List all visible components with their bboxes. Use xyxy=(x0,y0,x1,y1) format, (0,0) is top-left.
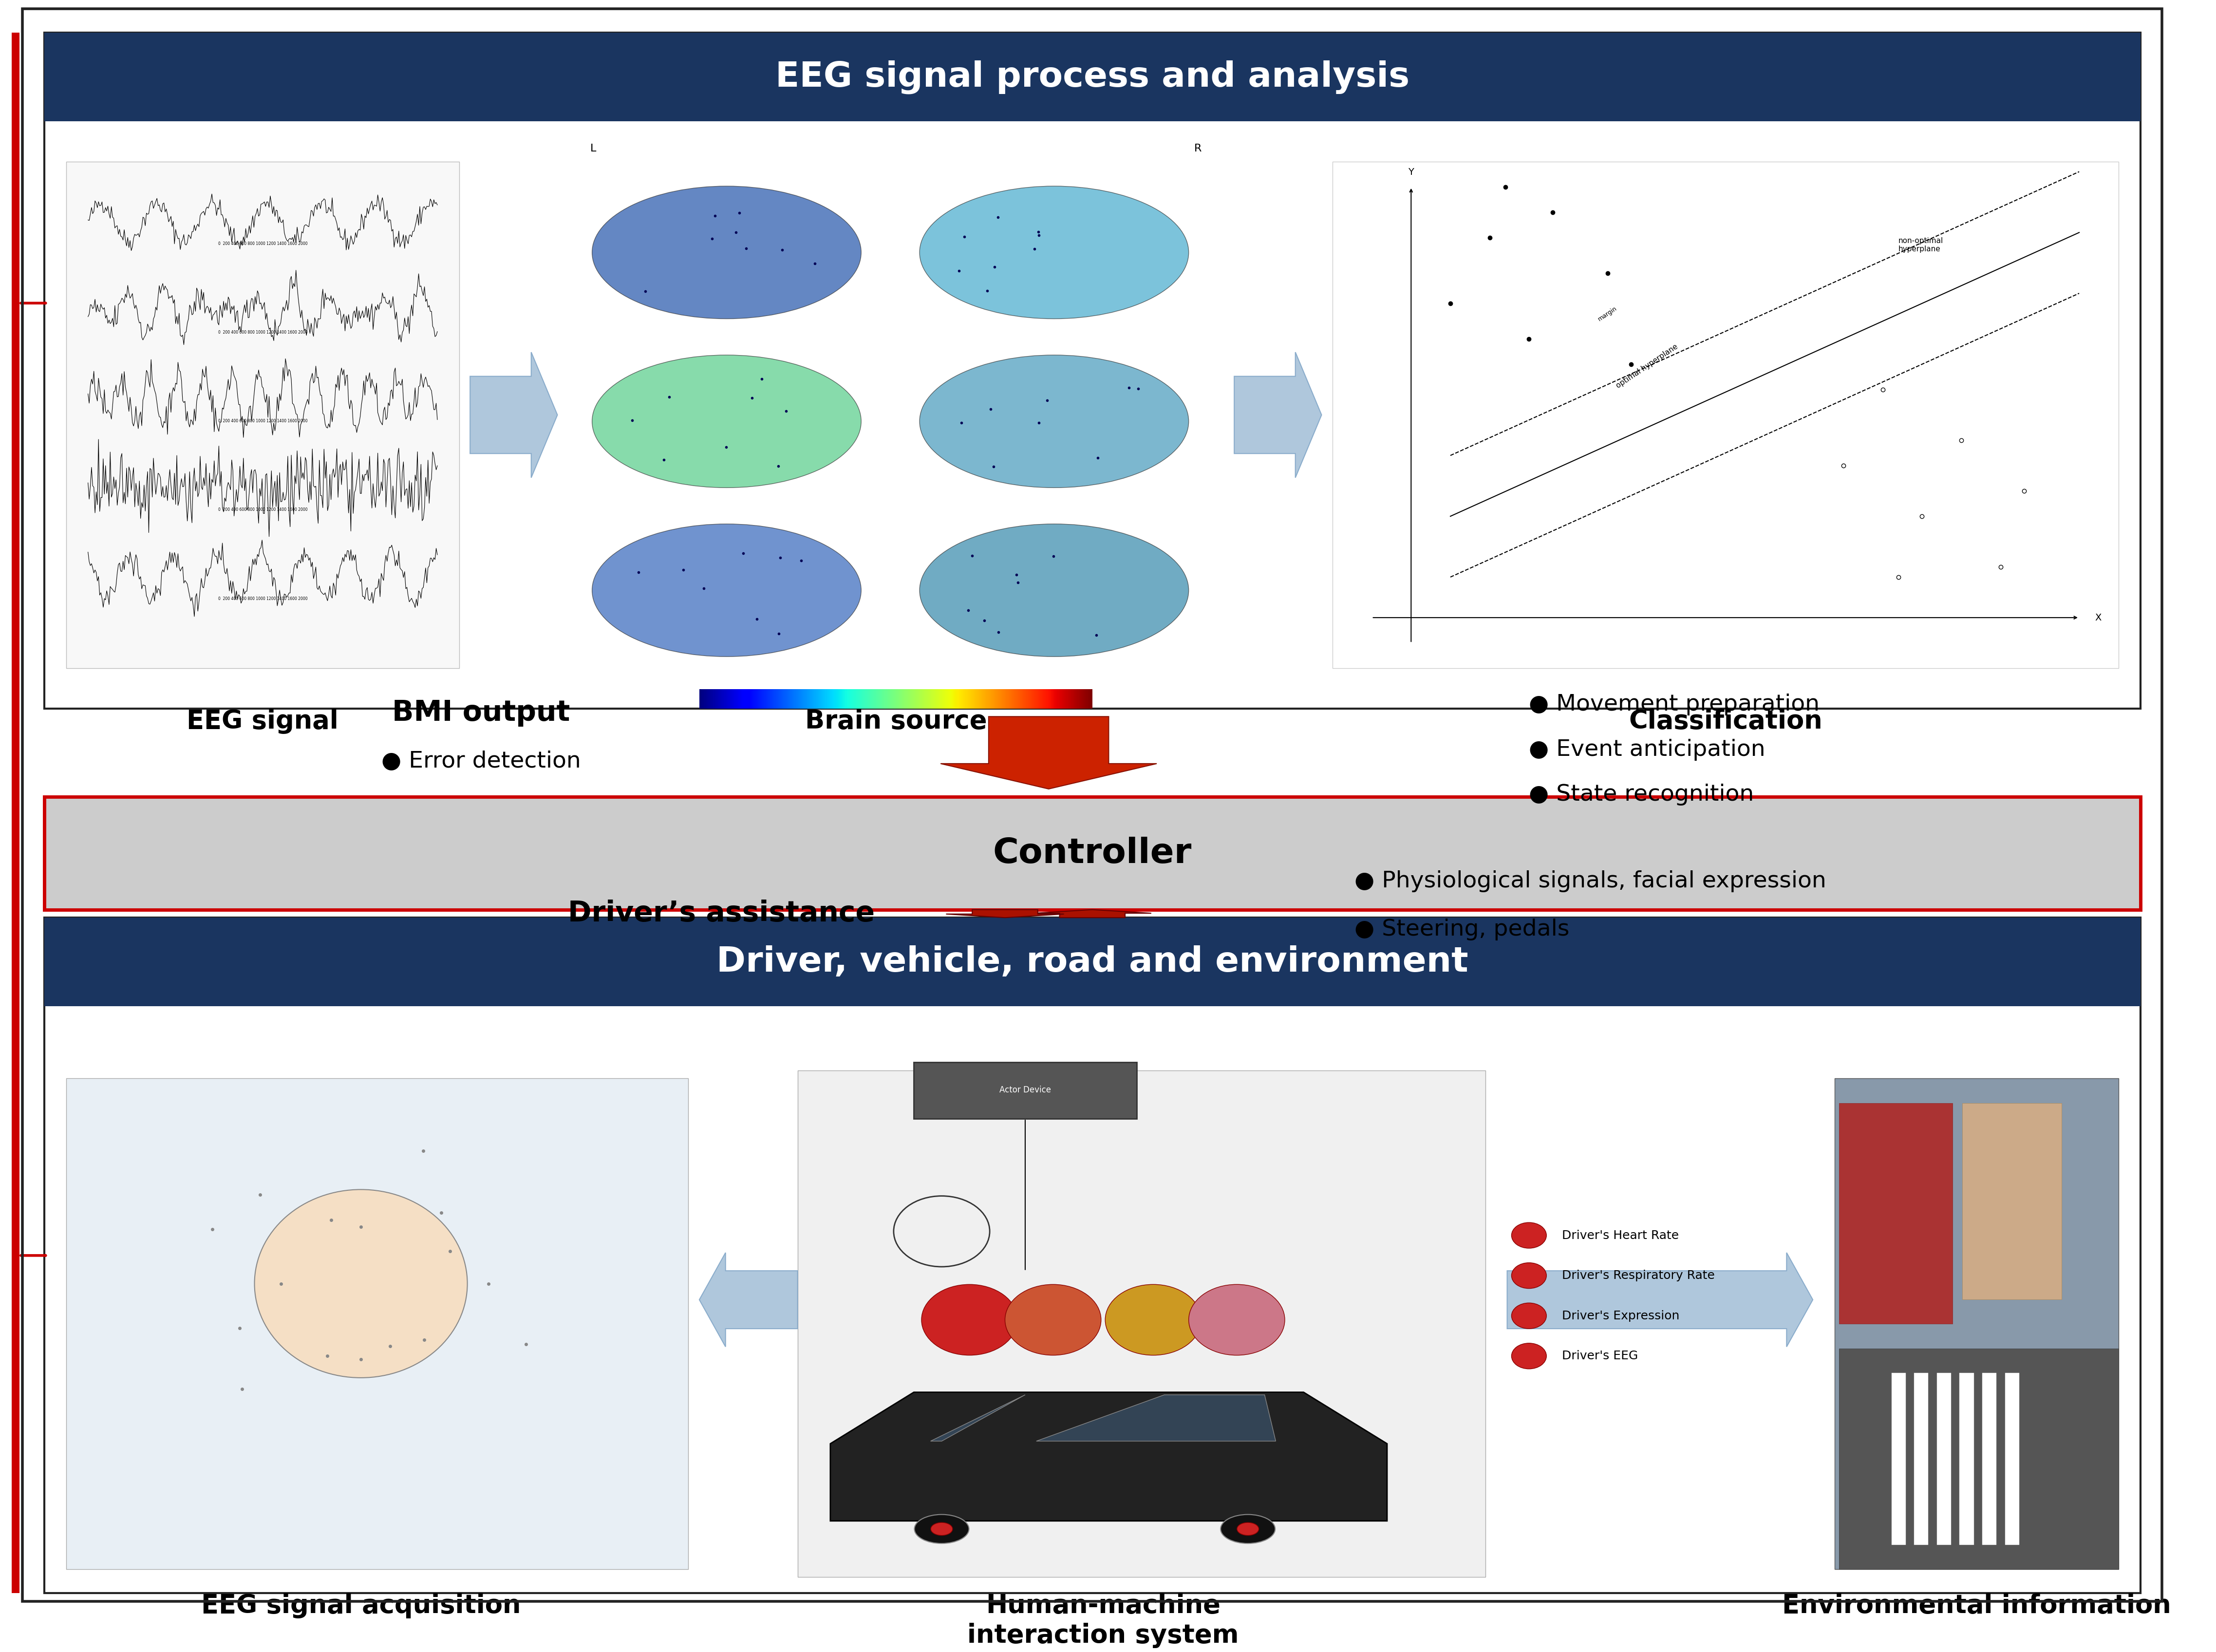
Polygon shape xyxy=(831,1393,1387,1521)
Bar xyxy=(1963,1104,2061,1300)
Bar xyxy=(1983,1373,1997,1545)
Text: Driver's Respiratory Rate: Driver's Respiratory Rate xyxy=(1562,1270,1715,1282)
Polygon shape xyxy=(946,910,1064,917)
Text: Driver's EEG: Driver's EEG xyxy=(1562,1350,1638,1361)
Ellipse shape xyxy=(592,355,862,487)
Circle shape xyxy=(922,1285,1017,1355)
Bar xyxy=(1839,1104,1952,1323)
Bar xyxy=(2005,1373,2019,1545)
Circle shape xyxy=(1511,1303,1547,1328)
Ellipse shape xyxy=(255,1189,468,1378)
Text: ● State recognition: ● State recognition xyxy=(1529,783,1755,806)
Text: L: L xyxy=(589,144,596,154)
Text: non-optimal
hyperplane: non-optimal hyperplane xyxy=(1899,236,1943,253)
Text: Driver's Heart Rate: Driver's Heart Rate xyxy=(1562,1229,1680,1241)
Ellipse shape xyxy=(592,524,862,656)
Polygon shape xyxy=(940,717,1157,790)
Text: EEG signal process and analysis: EEG signal process and analysis xyxy=(776,59,1409,94)
Circle shape xyxy=(1188,1285,1285,1355)
Text: Environmental information: Environmental information xyxy=(1782,1593,2172,1619)
Text: optimal hyperplane: optimal hyperplane xyxy=(1615,344,1680,390)
Bar xyxy=(1835,1079,2118,1569)
Polygon shape xyxy=(1507,1252,1813,1346)
Text: ● Steering, pedals: ● Steering, pedals xyxy=(1354,919,1569,940)
Text: 0  200 400 600 800 1000 1200 1400 1600 2000: 0 200 400 600 800 1000 1200 1400 1600 20… xyxy=(217,241,308,246)
Bar xyxy=(11,33,20,1593)
Circle shape xyxy=(1006,1285,1101,1355)
Bar xyxy=(1839,1348,2118,1569)
Polygon shape xyxy=(1037,1394,1276,1441)
Text: Driver’s assistance: Driver’s assistance xyxy=(567,900,875,927)
Text: Human-machine
interaction system: Human-machine interaction system xyxy=(968,1593,1239,1649)
Circle shape xyxy=(1511,1262,1547,1289)
Text: EEG signal: EEG signal xyxy=(186,709,339,733)
Polygon shape xyxy=(700,1252,798,1346)
Text: 0  200 400 600 800 1000 1200 1400 1600 2000: 0 200 400 600 800 1000 1200 1400 1600 20… xyxy=(217,330,308,335)
Bar xyxy=(798,1070,1485,1578)
Polygon shape xyxy=(931,1394,1026,1441)
Bar xyxy=(44,917,2141,1593)
Text: Y: Y xyxy=(1407,167,1414,177)
Text: Brain source: Brain source xyxy=(804,709,986,733)
Text: ● Movement preparation: ● Movement preparation xyxy=(1529,694,1819,715)
Text: X: X xyxy=(2094,613,2101,623)
Polygon shape xyxy=(470,352,558,477)
Ellipse shape xyxy=(920,524,1188,656)
Ellipse shape xyxy=(1221,1515,1274,1543)
Circle shape xyxy=(1511,1222,1547,1249)
Bar xyxy=(44,917,2141,1006)
Ellipse shape xyxy=(1237,1523,1259,1535)
Bar xyxy=(1892,1373,1906,1545)
Ellipse shape xyxy=(920,187,1188,319)
Ellipse shape xyxy=(915,1515,968,1543)
Text: Driver's Expression: Driver's Expression xyxy=(1562,1310,1680,1322)
Text: 0  200 400 600 800 1000 1200 1400 1600 2000: 0 200 400 600 800 1000 1200 1400 1600 20… xyxy=(217,507,308,512)
Ellipse shape xyxy=(931,1523,953,1535)
Text: Actor Device: Actor Device xyxy=(999,1085,1050,1094)
Bar xyxy=(1332,162,2118,669)
Text: BMI output: BMI output xyxy=(392,699,570,727)
Bar xyxy=(44,796,2141,910)
Text: 0  200 400 600 800 1000 1200 1400 1600 2000: 0 200 400 600 800 1000 1200 1400 1600 20… xyxy=(217,596,308,601)
Bar xyxy=(1937,1373,1950,1545)
Text: ● Error detection: ● Error detection xyxy=(381,750,581,771)
Text: Classification: Classification xyxy=(1629,709,1822,733)
Circle shape xyxy=(1511,1343,1547,1370)
Text: margin: margin xyxy=(1598,306,1618,322)
Text: 0  200 400 600 800 1000 1200 1400 1600 2000: 0 200 400 600 800 1000 1200 1400 1600 20… xyxy=(217,420,308,423)
Bar xyxy=(1959,1373,1974,1545)
Ellipse shape xyxy=(592,187,862,319)
Text: ● Physiological signals, facial expression: ● Physiological signals, facial expressi… xyxy=(1354,871,1826,892)
Text: ● Event anticipation: ● Event anticipation xyxy=(1529,738,1766,760)
Text: R: R xyxy=(1194,144,1201,154)
Text: Controller: Controller xyxy=(993,836,1192,871)
Bar xyxy=(44,33,2141,709)
Bar xyxy=(44,33,2141,121)
Bar xyxy=(1915,1373,1928,1545)
Circle shape xyxy=(1106,1285,1201,1355)
Polygon shape xyxy=(1033,910,1152,917)
Text: Driver, vehicle, road and environment: Driver, vehicle, road and environment xyxy=(716,945,1469,978)
Polygon shape xyxy=(1234,352,1321,477)
Text: EEG signal acquisition: EEG signal acquisition xyxy=(202,1593,521,1619)
Ellipse shape xyxy=(920,355,1188,487)
Bar xyxy=(66,1079,689,1569)
Bar xyxy=(66,162,459,669)
Bar xyxy=(913,1062,1137,1118)
